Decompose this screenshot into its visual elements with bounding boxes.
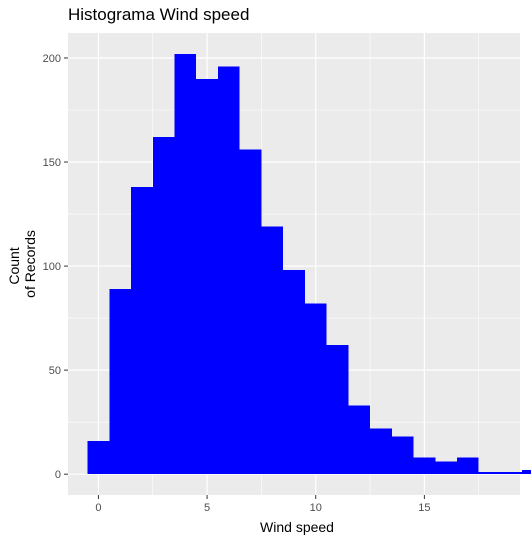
histogram-bar — [370, 428, 392, 475]
histogram-bars — [87, 53, 531, 475]
histogram-bar — [152, 137, 175, 475]
histogram-bar — [87, 440, 110, 475]
histogram-bar — [413, 457, 436, 475]
x-tick-label: 10 — [310, 502, 322, 514]
x-tick-label: 5 — [204, 502, 210, 514]
x-axis-title: Wind speed — [260, 519, 334, 535]
histogram-bar — [522, 470, 531, 475]
histogram-bar — [391, 436, 414, 475]
y-axis-tick-labels: 0 50 100 150 200 — [43, 53, 61, 481]
histogram-bar — [326, 345, 349, 475]
y-axis-title-line-1: Count — [6, 247, 22, 284]
histogram-bar — [109, 288, 132, 475]
x-tick-label: 15 — [418, 502, 430, 514]
histogram-bar — [304, 303, 327, 475]
y-axis-title: Count of Records — [6, 230, 38, 298]
histogram-bar — [196, 78, 218, 475]
x-tick-label: 0 — [95, 502, 101, 514]
y-tick-label: 0 — [55, 469, 61, 481]
y-tick-label: 50 — [49, 365, 61, 377]
y-axis-title-line-2: of Records — [22, 230, 38, 298]
y-tick-label: 150 — [43, 157, 61, 169]
chart-title: Histograma Wind speed — [68, 5, 249, 24]
histogram-bar — [478, 472, 501, 475]
histogram-bar — [239, 149, 262, 475]
histogram-bar — [500, 472, 523, 475]
y-tick-label: 100 — [43, 261, 61, 273]
histogram-bar — [435, 461, 457, 475]
histogram-bar — [174, 53, 197, 475]
histogram-bar — [456, 457, 479, 475]
histogram-bar — [217, 66, 240, 475]
histogram-bar — [131, 187, 153, 475]
histogram-bar — [348, 405, 371, 475]
histogram-bar — [283, 270, 305, 475]
axis-ticks — [64, 57, 425, 499]
histogram-bar — [261, 226, 284, 475]
y-tick-label: 200 — [43, 53, 61, 65]
x-axis-tick-labels: 0 5 10 15 — [95, 502, 430, 514]
